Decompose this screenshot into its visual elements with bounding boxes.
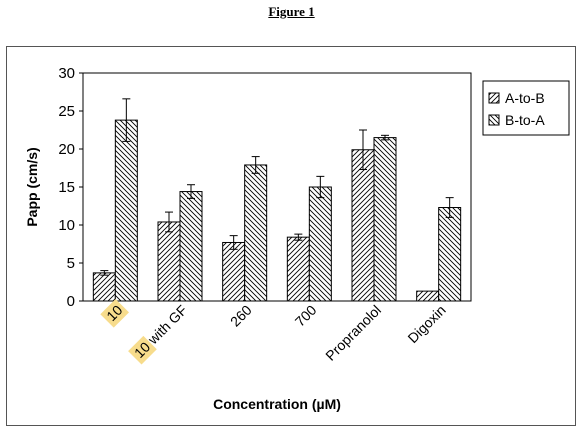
- y-tick-label: 5: [67, 255, 75, 272]
- bar: [158, 222, 180, 301]
- x-tick-label: Propranolol: [322, 302, 384, 364]
- plot-area: [83, 73, 471, 301]
- legend-swatch: [489, 93, 499, 103]
- bar: [245, 165, 267, 301]
- bar: [374, 138, 396, 301]
- legend-swatch: [489, 115, 499, 125]
- y-axis-title: Papp (cm/s): [24, 147, 40, 226]
- bar: [352, 150, 374, 301]
- x-tick-label: 10 with GF: [131, 302, 190, 361]
- legend-label: A-to-B: [505, 90, 545, 106]
- bar: [180, 192, 202, 301]
- bar: [115, 120, 137, 301]
- chart-area: 0 5 10 15 20 25 30 Papp (cm/s) Concentration (µM…: [6, 46, 576, 426]
- legend: A-to-B B-to-A: [483, 81, 569, 135]
- x-tick-label: 260: [227, 302, 255, 330]
- bar: [309, 187, 331, 301]
- y-tick-label: 10: [58, 217, 75, 234]
- y-tick-label: 25: [58, 103, 75, 120]
- figure-title: Figure 1: [0, 4, 583, 20]
- y-tick-label: 15: [58, 179, 75, 196]
- x-tick-label: 700: [292, 302, 320, 330]
- bar: [287, 237, 309, 301]
- y-tick-label: 30: [58, 65, 75, 82]
- bar-chart: 0 5 10 15 20 25 30 Papp (cm/s) Concentration (µM…: [7, 47, 577, 427]
- x-tick-label: Digoxin: [404, 302, 448, 346]
- y-tick-label: 20: [58, 141, 75, 158]
- legend-label: B-to-A: [505, 112, 545, 128]
- bar: [417, 291, 439, 301]
- bar: [439, 208, 461, 301]
- y-tick-label: 0: [67, 293, 75, 310]
- x-axis-title: Concentration (µM): [213, 396, 341, 412]
- x-tick-label: 10: [103, 302, 125, 324]
- bar: [93, 273, 115, 301]
- bar: [223, 242, 245, 301]
